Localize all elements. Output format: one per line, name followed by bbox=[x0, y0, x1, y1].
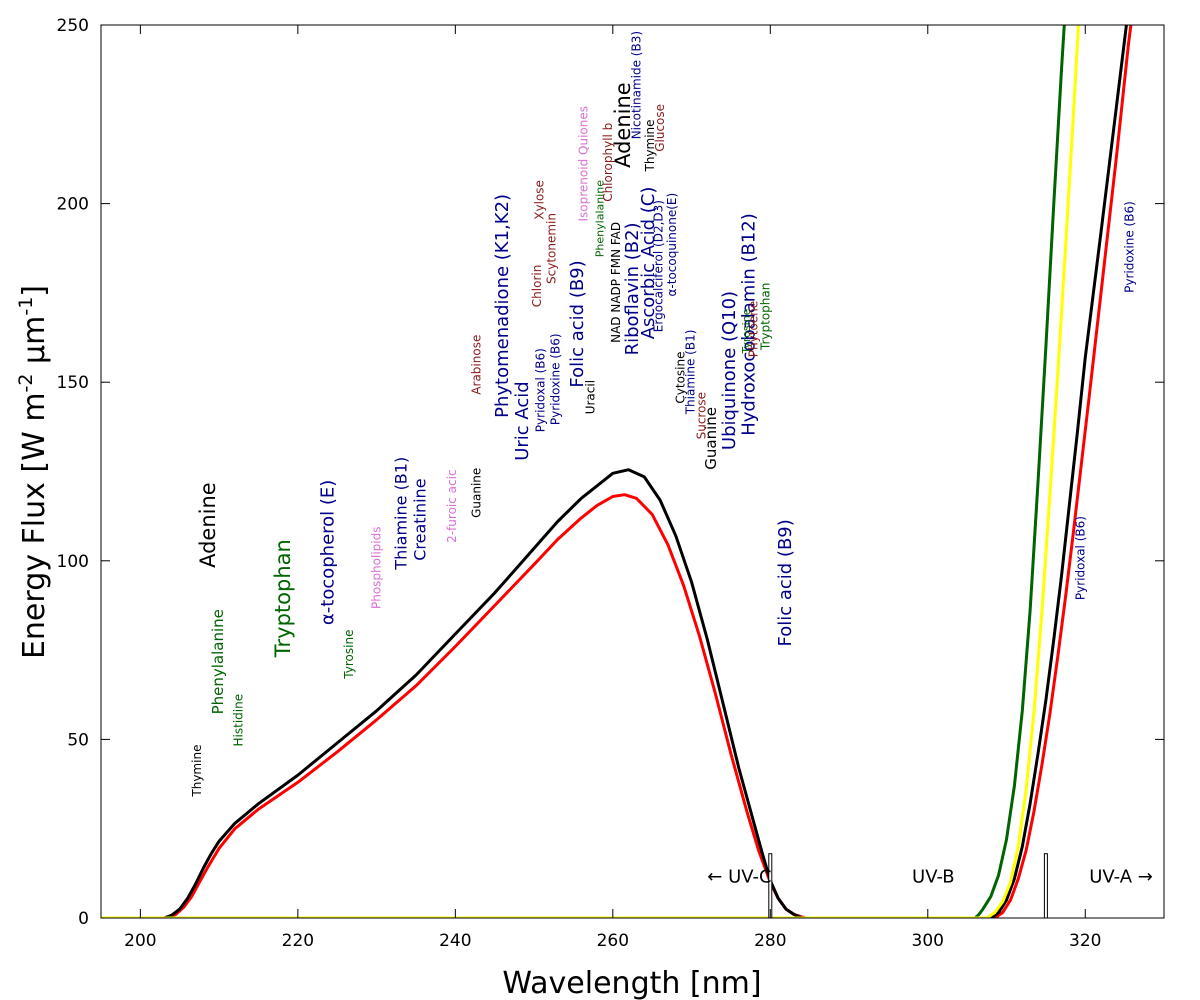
y-axis-title-mid: μm bbox=[17, 316, 52, 374]
y-tick-label: 200 bbox=[57, 195, 89, 215]
molecule-label: Pyridoxal (B6) bbox=[533, 348, 547, 432]
molecule-label: Thiamine (B1) bbox=[684, 330, 698, 416]
molecule-label: Tryptophan bbox=[271, 539, 295, 658]
x-tick-label: 320 bbox=[1069, 931, 1101, 951]
y-axis-title-end: ] bbox=[17, 285, 52, 297]
uv-band-label: UV-A → bbox=[1089, 866, 1153, 887]
molecule-label: Ascorbic Acid (C) bbox=[638, 187, 659, 340]
molecule-label: Chlorophyll b bbox=[601, 123, 615, 202]
molecule-label: Phytoene bbox=[747, 301, 761, 357]
molecule-label: Guanine bbox=[470, 468, 484, 518]
x-tick-label: 220 bbox=[282, 931, 314, 951]
molecule-label: Sucrose bbox=[695, 392, 709, 439]
molecule-label: Tyrosine bbox=[342, 630, 356, 680]
molecule-label: Isoprenoid Quiones bbox=[577, 106, 591, 221]
y-tick-label: 250 bbox=[57, 16, 89, 36]
x-tick-label: 280 bbox=[754, 931, 786, 951]
molecule-label: Creatinine bbox=[410, 478, 429, 560]
x-tick-label: 200 bbox=[124, 931, 156, 951]
y-tick-label: 150 bbox=[57, 373, 89, 393]
series-line-black bbox=[101, 25, 1128, 918]
uv-band-label: UV-B bbox=[912, 866, 955, 887]
molecule-label: Ubiquinone (Q10) bbox=[719, 291, 740, 450]
uv-band-labels: ← UV-C UV-B UV-A → bbox=[707, 866, 1153, 887]
molecule-label: Folic acid (B9) bbox=[775, 519, 796, 646]
plot-frame bbox=[100, 24, 1165, 919]
molecule-label: Xylose bbox=[533, 180, 547, 220]
molecule-label: Histidine bbox=[232, 694, 246, 747]
series-lines bbox=[101, 25, 1133, 918]
y-axis-title-sup1: -2 bbox=[15, 373, 37, 392]
y-tick-label: 0 bbox=[78, 909, 89, 929]
molecule-label: Adenine bbox=[611, 82, 635, 168]
molecule-label: Nicotinamide (B3) bbox=[629, 31, 643, 139]
molecule-labels: Thymine Phenylalanine Histidine Adenine Tryp… bbox=[190, 31, 1136, 798]
molecule-label: Phytomenadione (K1,K2) bbox=[492, 194, 513, 418]
molecule-label: Folic acid (B9) bbox=[567, 260, 588, 387]
molecule-label: Phospholipids bbox=[370, 527, 384, 610]
series-line-yellow bbox=[101, 25, 1080, 918]
x-tick-label: 260 bbox=[597, 931, 629, 951]
y-tick-label: 100 bbox=[57, 552, 89, 572]
y-axis-title-sup2: -1 bbox=[15, 297, 37, 316]
molecule-label: Thiamine (B1) bbox=[392, 457, 411, 571]
axis-ticks: 200 220 240 260 280 300 320 0 50 100 150 200 250 bbox=[57, 16, 1164, 951]
molecule-label: Pyridoxal (B6) bbox=[1074, 516, 1088, 600]
molecule-label: Phenylalanine bbox=[593, 180, 606, 257]
series-line-red bbox=[101, 25, 1133, 918]
y-axis-title-base: Energy Flux [W m bbox=[17, 392, 52, 659]
molecule-label: Tryptophan bbox=[759, 283, 773, 351]
molecule-label: Uric Acid bbox=[512, 381, 533, 461]
y-tick-label: 50 bbox=[67, 730, 89, 750]
y-axis-title: Energy Flux [W m-2 μm-1] bbox=[15, 285, 52, 659]
x-tick-label: 240 bbox=[439, 931, 471, 951]
molecule-label: Arabinose bbox=[470, 335, 484, 395]
molecule-label: Adenine bbox=[196, 482, 220, 568]
molecule-label: Riboflavin (B2) bbox=[622, 222, 643, 355]
molecule-label: NAD NADP FMN FAD bbox=[609, 222, 623, 343]
x-tick-label: 300 bbox=[912, 931, 944, 951]
molecule-label: Pyridoxine (B6) bbox=[548, 333, 562, 425]
molecule-label: Thymine bbox=[190, 745, 204, 798]
molecule-label: Cytosine bbox=[674, 351, 688, 403]
molecule-label: α-tocopherol (E) bbox=[317, 480, 338, 625]
uv-band-label: ← UV-C bbox=[707, 866, 771, 887]
molecule-label: Thymine bbox=[643, 119, 657, 172]
uv-boundary-bar-2 bbox=[1043, 853, 1048, 919]
molecule-label: Chlorin bbox=[530, 265, 544, 308]
molecule-label: Ergocalciferol (D2,D3) bbox=[651, 200, 665, 332]
molecule-label: Scytonemin bbox=[544, 213, 558, 284]
molecule-label: Phenylalanine bbox=[209, 609, 227, 714]
molecule-label: Tyrosine bbox=[740, 308, 753, 354]
series-line-green bbox=[101, 25, 1066, 918]
molecule-label: Guanine bbox=[702, 407, 720, 470]
molecule-label: Hydroxocobalamin (B12) bbox=[739, 213, 760, 436]
molecule-label: Uracil bbox=[584, 380, 598, 414]
molecule-label: Glucose bbox=[653, 104, 667, 152]
molecule-label: α-tocoquinone(E) bbox=[665, 193, 679, 297]
x-axis-title: Wavelength [nm] bbox=[502, 966, 761, 1000]
molecule-label: Pyridoxine (B6) bbox=[1122, 201, 1136, 293]
molecule-label: 2-furoic acic bbox=[445, 469, 459, 542]
